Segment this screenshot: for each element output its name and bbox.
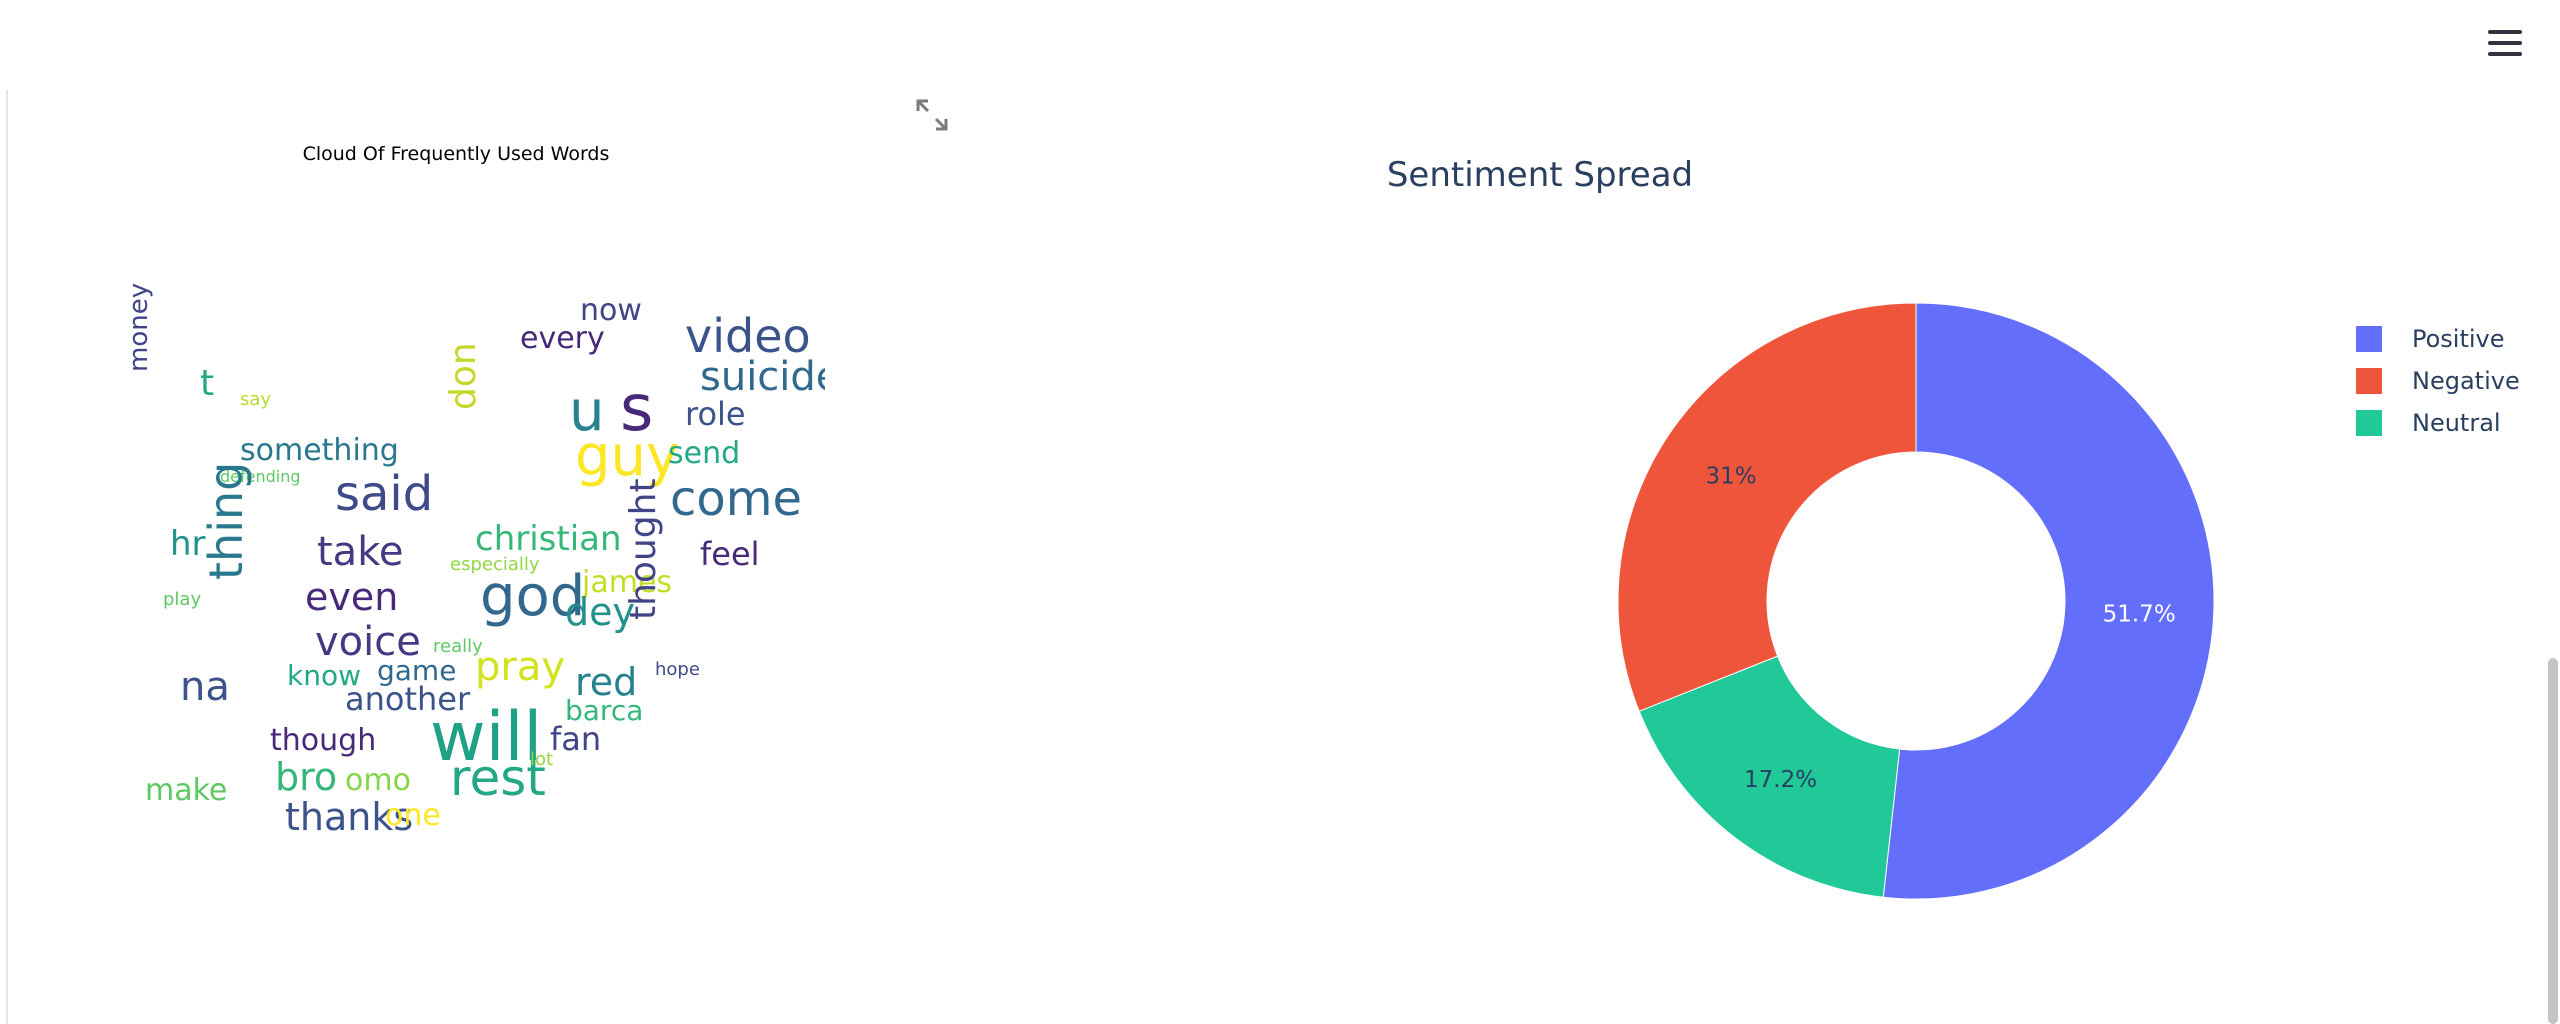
wordcloud-word: now [580,293,642,328]
wordcloud-word: every [520,321,605,356]
wordcloud-word: send [668,436,740,471]
wordcloud-word: t [200,363,214,404]
chart-legend: Positive Negative Neutral [2356,318,2536,444]
legend-swatch [2356,410,2382,436]
wordcloud-word: pray [475,644,565,690]
wordcloud-word: thought [623,478,664,620]
wordcloud-word: don [443,342,484,410]
top-bar [0,0,2560,90]
legend-label: Positive [2412,325,2505,353]
wordcloud-word: rest [450,749,546,807]
legend-label: Neutral [2412,409,2501,437]
slice-label-positive: 51.7% [2103,601,2176,627]
legend-swatch [2356,368,2382,394]
wordcloud-word: know [287,659,361,692]
fullscreen-expand-icon[interactable] [912,95,952,135]
wordcloud-word: na [180,664,230,710]
donut-slice-negative[interactable] [1617,302,1917,712]
hamburger-menu-icon[interactable] [2488,30,2524,60]
wordcloud-word: barca [565,694,643,727]
wordcloud-word: u [569,379,605,444]
wordcloud-word: hr [170,524,206,564]
wordcloud-word: another [345,680,471,718]
wordcloud-word: hope [655,659,700,680]
wordcloud-word: omo [345,763,411,798]
legend-label: Negative [2412,367,2520,395]
wordcloud-word: christian [475,519,622,559]
wordcloud-word: say [240,389,271,410]
wordcloud-word: game [377,654,456,687]
wordcloud-word: especially [450,554,540,575]
wordcloud-word: thing [199,462,253,580]
donut-chart[interactable]: 51.7% 17.2% 31% [1580,280,2260,940]
wordcloud-title: Cloud Of Frequently Used Words [302,143,610,165]
chart-title: Sentiment Spread [1386,155,1694,195]
legend-item-negative[interactable]: Negative [2356,360,2536,402]
wordcloud-word: make [145,773,227,808]
legend-swatch [2356,326,2382,352]
wordcloud-word: one [385,798,441,833]
slice-label-negative: 31% [1705,464,1756,490]
wordcloud-word: s [620,372,653,446]
wordcloud-word: god [480,564,585,629]
wordcloud-word: bro [275,755,337,799]
wordcloud-word: lot [530,749,553,770]
scrollbar-thumb[interactable] [2548,658,2558,1024]
wordcloud-word: fan [550,720,601,758]
wordcloud-word: really [433,636,483,657]
wordcloud-word: play [163,589,201,610]
wordcloud-word: thanks [285,795,413,839]
wordcloud-word: feel [700,535,760,573]
slice-label-neutral: 17.2% [1744,767,1817,793]
wordcloud-word: said [335,466,433,522]
legend-item-neutral[interactable]: Neutral [2356,402,2536,444]
wordcloud-word: take [317,529,404,575]
wordcloud-word: voice [315,619,421,665]
wordcloud-word: james [581,565,672,600]
wordcloud-word: video [685,309,811,363]
wordcloud-word: money [125,283,154,372]
wordcloud-word: though [270,723,376,758]
donut-slice-neutral[interactable] [1638,655,1901,898]
wordcloud-word: even [305,575,398,619]
wordcloud-word: role [685,395,746,433]
wordcloud-word: come [670,471,802,527]
wordcloud-word: something [240,433,399,468]
wordcloud-word: suicide [700,354,825,400]
wordcloud-word: red [575,660,637,704]
column-divider [6,90,8,1024]
wordcloud-word: dey [565,590,635,634]
wordcloud-word: defending [220,467,301,486]
donut-slice-positive[interactable] [1882,302,2215,900]
wordcloud-word: will [430,698,542,777]
legend-item-positive[interactable]: Positive [2356,318,2536,360]
wordcloud-word: guy [575,424,679,489]
